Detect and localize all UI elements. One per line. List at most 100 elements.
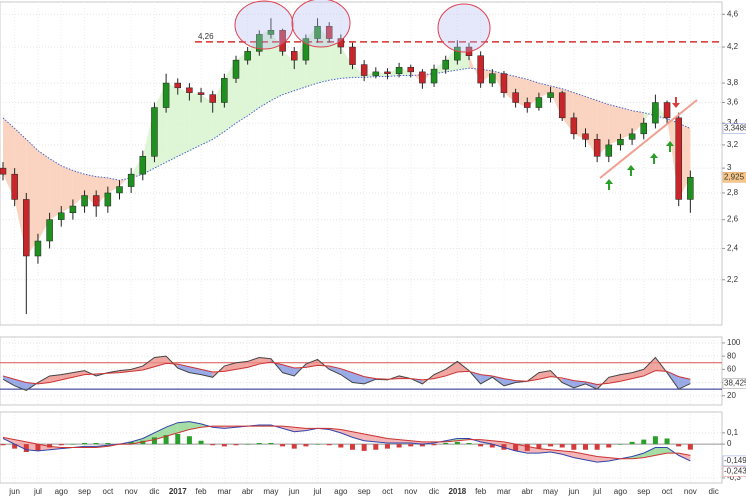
candle-body <box>419 71 426 84</box>
x-tick-label: 2018 <box>448 487 466 496</box>
price-tag <box>722 123 746 134</box>
band-fill <box>131 438 143 445</box>
candle-body <box>477 55 484 84</box>
histogram-bar <box>280 444 286 447</box>
candle-body <box>186 87 193 93</box>
y-tick-label: 20 <box>727 391 736 400</box>
series-line <box>2 425 691 460</box>
histogram-bar <box>291 444 297 449</box>
down-arrow <box>672 97 680 108</box>
annotations <box>234 0 698 190</box>
histogram-bar <box>454 441 460 445</box>
candle-body <box>232 59 240 79</box>
band-fill <box>480 374 493 384</box>
x-tick-label: abr <box>242 487 254 496</box>
trend-fill <box>527 79 539 108</box>
band-fill <box>562 450 574 458</box>
price-tag <box>722 171 746 183</box>
histogram-bar <box>524 444 530 451</box>
series-line <box>2 361 691 386</box>
x-tick-label: ago <box>55 487 69 496</box>
histogram-bar <box>47 444 53 448</box>
candle-body <box>291 51 298 61</box>
histogram-bar <box>93 442 99 445</box>
histogram-bar <box>687 444 693 450</box>
candle-body <box>442 59 449 70</box>
band-fill <box>294 364 306 376</box>
candle-body <box>197 92 205 95</box>
candle-body <box>34 240 42 257</box>
x-tick-label: jul <box>592 487 601 496</box>
x-tick-label: may <box>543 487 558 496</box>
y-tick-label: 2,4 <box>727 244 739 253</box>
candle-body <box>617 139 624 146</box>
band-fill <box>678 376 691 390</box>
candle-body <box>687 176 694 200</box>
histogram-bar <box>501 444 507 450</box>
candle-body <box>81 195 88 207</box>
x-tick-label: dic <box>149 487 159 496</box>
histogram-bar <box>617 444 623 445</box>
candle-body <box>663 102 671 119</box>
trend-fill <box>177 87 190 157</box>
y-tick-label: 0,1 <box>727 428 739 437</box>
value-tag-label: -0,243 <box>724 467 746 476</box>
band-fill <box>282 426 295 432</box>
trend-fill <box>469 55 481 84</box>
candle-body <box>162 82 170 108</box>
band-fill <box>37 444 50 451</box>
band-fill <box>142 357 155 371</box>
value-tag-label: 38,425 <box>724 379 746 388</box>
histogram-bar <box>82 442 88 445</box>
candle-body <box>582 133 589 140</box>
band-fill <box>352 372 365 384</box>
candle-body <box>349 46 356 65</box>
y-tick-label: 3,8 <box>727 78 739 87</box>
y-tick-label: 100 <box>727 338 741 347</box>
band-fill <box>573 380 586 388</box>
histogram-bar <box>105 442 111 445</box>
band-fill <box>224 362 236 372</box>
candle-body <box>640 122 647 135</box>
x-tick-label: nov <box>125 487 138 496</box>
up-arrow <box>650 153 658 164</box>
candle-body <box>127 173 135 187</box>
x-tick-label: ago <box>614 487 628 496</box>
series-line <box>2 355 691 392</box>
band-fill <box>26 441 38 451</box>
candle-body <box>244 51 251 61</box>
histogram-bar <box>303 444 309 447</box>
band-fill <box>445 361 458 376</box>
x-tick-label: mar <box>497 487 511 496</box>
y-tick-label: 60 <box>727 364 736 373</box>
y-tick-label: 2,8 <box>727 188 739 197</box>
trend-fill <box>632 110 644 134</box>
histogram-bar <box>151 437 157 445</box>
trend-fill <box>201 94 213 145</box>
histogram-bar <box>315 444 321 445</box>
histogram-bar <box>326 444 332 446</box>
band-fill <box>3 375 15 386</box>
x-tick-label: jun <box>568 487 580 496</box>
annotation-label: 4,26 <box>198 32 214 41</box>
y-tick-label: -0,3 <box>727 473 741 482</box>
panel-frame <box>0 1 723 326</box>
trend-fill <box>422 69 435 84</box>
up-arrow <box>666 141 674 152</box>
x-tick-label: sep <box>358 487 371 496</box>
histogram-bar <box>256 442 262 445</box>
band-fill <box>492 440 504 448</box>
highlight-circle <box>234 0 294 50</box>
price-tag-label: 2,925 <box>724 172 745 181</box>
y-tick-label: 80 <box>727 351 736 360</box>
value-tag-label: -0,149 <box>724 456 746 465</box>
y-tick-label: 3,4 <box>727 118 739 127</box>
x-tick-label: ago <box>334 487 348 496</box>
histogram-bar <box>664 438 670 445</box>
histogram-bar <box>128 441 134 445</box>
candle-body <box>0 167 7 175</box>
histogram-bar <box>140 440 146 445</box>
histogram-bar <box>594 444 600 450</box>
y-tick-label: 3,2 <box>727 140 739 149</box>
y-tick-label: 4,2 <box>727 42 739 51</box>
